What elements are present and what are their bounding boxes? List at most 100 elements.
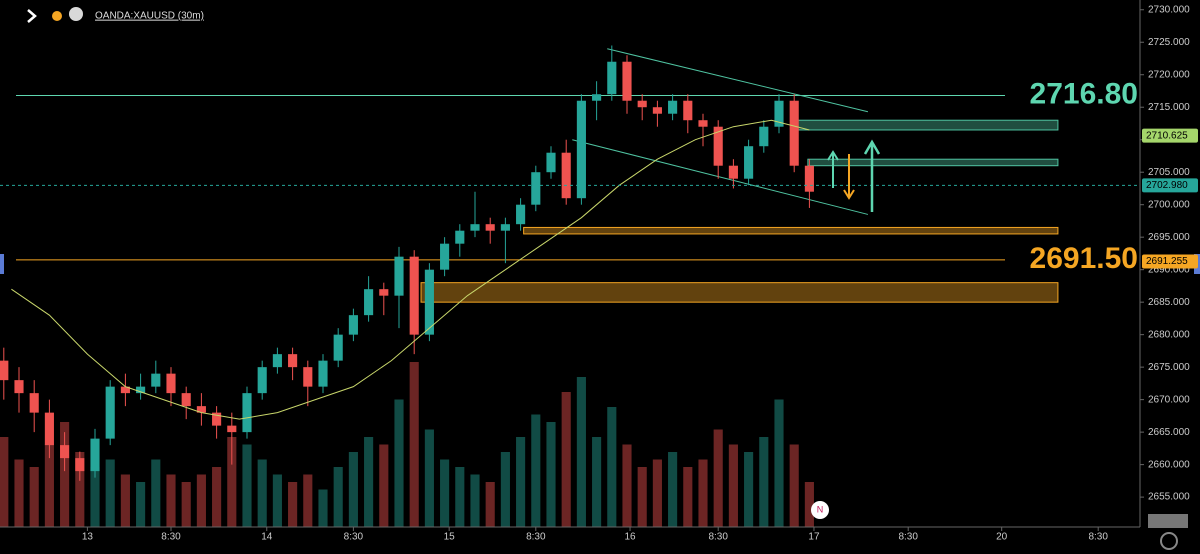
zone (796, 119, 1059, 131)
candle-body (546, 152, 556, 173)
candle-body (75, 458, 85, 472)
y-tick-label: 2665.000 (1148, 427, 1190, 438)
volume-layer (0, 362, 814, 527)
candle-body (333, 334, 343, 361)
symbol-title[interactable]: OANDA:XAUUSD (30m) (95, 11, 204, 22)
symbol-icon (69, 7, 83, 21)
volume-bar (151, 459, 161, 527)
candle-body (409, 256, 419, 335)
price-tag (1142, 128, 1198, 143)
volume-bar (698, 459, 708, 527)
volume-bar (348, 452, 358, 527)
price-tag-label: 2710.625 (1146, 130, 1188, 141)
volume-bar (713, 429, 723, 527)
candle-body (242, 393, 252, 433)
volume-bar (44, 444, 54, 527)
news-badge[interactable] (811, 501, 829, 519)
candle-body (120, 386, 130, 394)
volume-bar (637, 467, 647, 527)
candle-body (592, 94, 602, 101)
news-badge-letter: N (817, 504, 824, 514)
trendline (607, 48, 869, 113)
price-tag-label: 2702.980 (1146, 180, 1188, 191)
y-tick-label: 2715.000 (1148, 102, 1190, 113)
candle-body (29, 393, 39, 413)
x-tick-label: 8:30 (898, 532, 918, 543)
volume-bar (744, 452, 754, 527)
candle-body (14, 380, 24, 394)
volume-bar (592, 437, 602, 527)
candle-body (637, 100, 647, 108)
candle-body (789, 100, 799, 166)
arrow-down (843, 154, 855, 200)
y-tick-label: 2700.000 (1148, 199, 1190, 210)
volume-bar (105, 459, 115, 527)
y-tick-label: 2655.000 (1148, 492, 1190, 503)
y-tick-label: 2685.000 (1148, 297, 1190, 308)
candle-body (0, 360, 9, 381)
volume-bar (120, 474, 130, 527)
candle-body (698, 120, 708, 127)
volume-bar (668, 452, 678, 527)
volume-bar (485, 482, 495, 527)
candle-body (455, 230, 465, 244)
volume-bar (60, 422, 70, 527)
volume-bar (242, 444, 252, 527)
volume-bar (683, 467, 693, 527)
x-tick-label: 15 (444, 532, 456, 543)
candle-body (196, 406, 206, 413)
volume-bar (607, 407, 617, 527)
x-tick-label: 14 (261, 532, 273, 543)
volume-bar (379, 444, 389, 527)
candle-body (440, 243, 450, 270)
volume-bar (546, 422, 556, 527)
volume-bar (29, 467, 39, 527)
settings-icon[interactable] (1160, 532, 1178, 550)
y-tick-label: 2675.000 (1148, 362, 1190, 373)
y-tick-label: 2705.000 (1148, 167, 1190, 178)
volume-bar (196, 474, 206, 527)
candle-body (728, 165, 738, 179)
volume-bar (90, 467, 100, 527)
x-tick-label: 8:30 (161, 532, 181, 543)
zone (523, 226, 1059, 235)
volume-bar (561, 392, 571, 527)
left-handle[interactable] (0, 254, 4, 274)
candle-body (136, 386, 146, 394)
candle-body (44, 412, 54, 446)
candle-body (181, 393, 191, 407)
volume-bar (318, 489, 328, 527)
candle-body (744, 146, 754, 179)
candle-body (318, 360, 328, 387)
volume-bar (75, 452, 85, 527)
volume-bar (759, 437, 769, 527)
expand-icon[interactable] (27, 9, 37, 23)
volume-bar (181, 482, 191, 527)
trendline (572, 139, 869, 215)
candle-body (531, 172, 541, 205)
volume-bar (303, 474, 313, 527)
volume-bar (728, 444, 738, 527)
candle-body (348, 315, 358, 335)
candle-body (60, 445, 70, 459)
candle-body (561, 152, 571, 199)
candle-body (683, 100, 693, 121)
candle-body (774, 100, 784, 127)
y-tick-label: 2720.000 (1148, 69, 1190, 80)
scale-button[interactable] (1148, 514, 1188, 528)
volume-bar (470, 474, 480, 527)
volume-bar (531, 414, 541, 527)
zone (420, 282, 1059, 303)
candle-body (622, 61, 632, 101)
x-tick-label: 8:30 (344, 532, 364, 543)
level-label: 2716.80 (1030, 77, 1138, 110)
price-tag (1142, 254, 1198, 269)
y-tick-label: 2730.000 (1148, 4, 1190, 15)
volume-bar (0, 437, 9, 527)
candle-body (90, 438, 100, 472)
candle-body (105, 386, 115, 439)
volume-bar (576, 377, 586, 527)
candle-body (257, 367, 267, 394)
volume-bar (500, 452, 510, 527)
